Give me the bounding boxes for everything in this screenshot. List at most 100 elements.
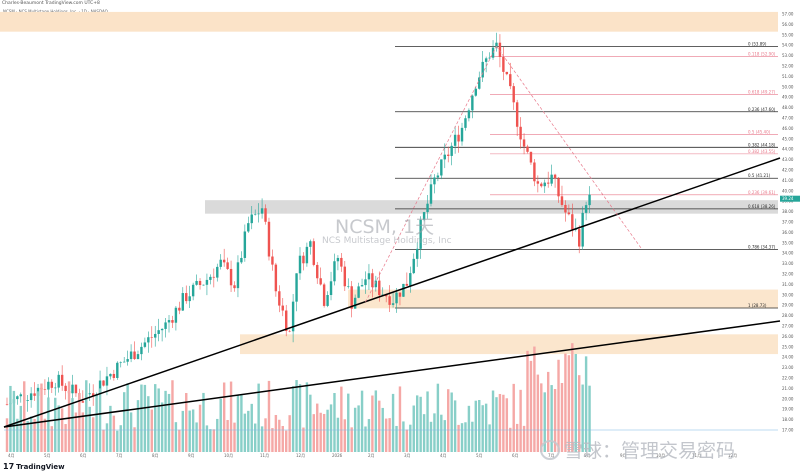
candle-body: [467, 110, 471, 119]
volume-bar: [12, 390, 16, 452]
candle-body: [88, 393, 91, 395]
candle-body: [336, 257, 340, 262]
candle-body: [281, 305, 284, 311]
volume-bar: [233, 422, 236, 452]
volume-bar: [357, 405, 360, 452]
candle-body: [391, 303, 395, 305]
volume-bar: [112, 415, 116, 452]
volume-bar: [526, 350, 529, 452]
fib-label: 1 (28.73): [748, 303, 767, 308]
price-tick: 44.00: [782, 147, 794, 152]
x-tick: 10月: [224, 453, 233, 458]
fib-label: 0 (53.89): [748, 41, 767, 46]
price-tick: 17.00: [782, 428, 794, 433]
candle-body: [112, 373, 116, 378]
x-tick: 11月: [692, 453, 701, 458]
candle-body: [74, 384, 78, 394]
volume-bar: [174, 422, 178, 452]
x-tick: 4月: [8, 453, 15, 458]
candle-body: [264, 208, 267, 222]
x-tick: 12月: [296, 453, 305, 458]
volume-bar: [140, 384, 143, 452]
volume-bar: [426, 391, 429, 452]
volume-bar: [529, 360, 533, 452]
candle-body: [415, 248, 419, 259]
volume-bar: [360, 390, 364, 452]
candle-body: [216, 266, 219, 278]
candle-body: [185, 293, 188, 302]
volume-bar: [340, 386, 343, 452]
candle-body: [271, 256, 274, 265]
candle-body: [333, 261, 336, 282]
volume-bar: [540, 383, 543, 452]
volume-bar: [467, 405, 471, 452]
volume-bar: [150, 409, 153, 452]
candle-body: [409, 273, 412, 286]
symbol-line: NCSM · NCS Multistage Holdings, Inc. · 1…: [3, 9, 108, 14]
price-tick: 57.00: [782, 12, 794, 17]
candle-body: [419, 219, 422, 249]
x-tick: 10月: [656, 453, 665, 458]
volume-bar: [264, 418, 267, 452]
volume-bar: [102, 429, 105, 452]
candle-body: [19, 394, 22, 397]
candle-body: [433, 177, 436, 185]
volume-bar: [395, 425, 398, 452]
candle-body: [64, 385, 67, 392]
volume-bar: [271, 428, 274, 452]
price-tick: 54.00: [782, 43, 794, 48]
volume-bar: [443, 420, 446, 452]
volume-bar: [471, 421, 474, 452]
price-axis: [780, 0, 800, 476]
candle-body: [150, 337, 153, 338]
volume-bar: [74, 412, 78, 452]
candle-body: [102, 380, 105, 386]
volume-bar: [147, 396, 150, 452]
price-tick: 31.00: [782, 282, 794, 287]
candle-body: [533, 162, 536, 182]
price-tick: 35.00: [782, 240, 794, 245]
volume-bar: [188, 410, 191, 452]
candle-body: [481, 61, 484, 78]
candle-body: [426, 203, 429, 213]
candle-body: [209, 276, 212, 280]
price-tick: 45.00: [782, 136, 794, 141]
volume-bar: [319, 412, 322, 452]
tradingview-icon: 17: [3, 462, 15, 471]
x-tick: 11月: [260, 453, 269, 458]
tradingview-logo[interactable]: 17 TradingView: [3, 462, 65, 471]
candle-body: [402, 283, 405, 297]
volume-bar: [509, 427, 512, 452]
volume-bar: [384, 418, 388, 452]
candle-body: [505, 71, 509, 75]
volume-bar: [78, 393, 81, 452]
price-tick: 34.00: [782, 251, 794, 256]
candle-body: [122, 361, 126, 363]
volume-bar: [98, 388, 102, 452]
volume-bar: [422, 414, 426, 452]
candle-body: [340, 257, 343, 267]
fib-label: 0.382 (44.18): [748, 142, 776, 147]
candle-body: [160, 328, 164, 331]
volume-bar: [316, 403, 319, 452]
fib-swing-down: [496, 46, 643, 250]
volume-bar: [267, 380, 271, 452]
candle-body: [260, 208, 264, 214]
volume-bar: [440, 414, 443, 452]
price-tick: 24.00: [782, 355, 794, 360]
candle-body: [33, 393, 36, 396]
volume-bar: [371, 395, 374, 452]
volume-bar: [560, 383, 564, 452]
candle-body: [195, 280, 198, 285]
volume-bar: [205, 425, 209, 452]
volume-bar: [23, 381, 26, 452]
volume-bar: [250, 403, 253, 452]
candle-body: [164, 322, 167, 329]
candle-body: [202, 284, 205, 286]
volume-bar: [512, 383, 515, 452]
volume-bar: [336, 417, 340, 452]
volume-bar: [447, 389, 450, 452]
volume-bar: [122, 392, 126, 452]
candle-body: [429, 184, 433, 204]
